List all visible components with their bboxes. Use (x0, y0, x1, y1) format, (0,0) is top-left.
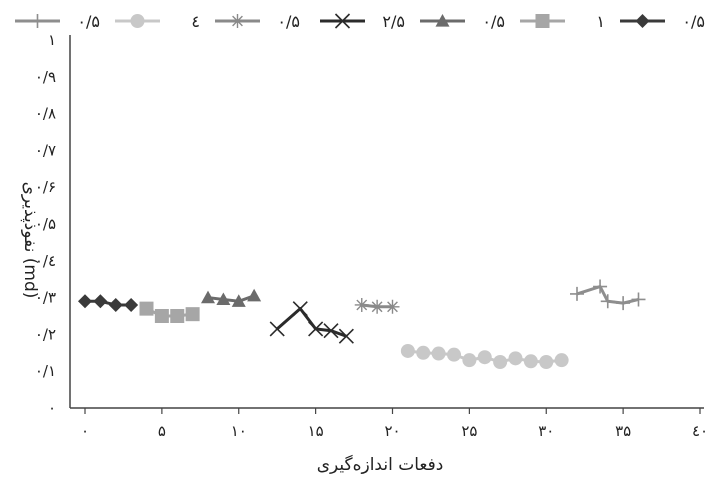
x-axis-title: دفعات اندازه‌گیری (317, 454, 444, 475)
series-layer (78, 279, 646, 369)
legend-item: ۰/۵ (420, 12, 505, 31)
x-tick-label: ۵ (158, 422, 166, 440)
data-point (616, 296, 631, 311)
series-3 (201, 288, 262, 307)
data-point (78, 294, 92, 309)
data-point (139, 301, 154, 316)
data-point (354, 297, 369, 312)
x-tick-label: ۱۵ (308, 422, 324, 440)
legend-label: ۰/۵ (277, 12, 300, 31)
legend-item: ۲/۵ (320, 12, 405, 31)
data-point (323, 323, 339, 339)
legend-marker (535, 14, 550, 28)
data-point (554, 353, 569, 368)
data-point (108, 297, 123, 312)
data-point (477, 350, 492, 365)
series-2 (139, 301, 200, 323)
y-tick-label: ۰/۱ (35, 362, 56, 380)
data-point (523, 354, 538, 369)
y-axis-ticks: ۰ ۰/۱ ۰/۲ ۰/۳ ۰/٤ ۰/۵ ۰/۶ ۰/۷ ۰/۸ ۰/۹ ۱ (35, 31, 56, 417)
series-4 (269, 301, 354, 344)
data-point (631, 292, 646, 307)
legend: ۰/۵ ۱ ۰/۵ ۲/۵ ۰/۵ ٤ ۰/۵ (15, 12, 705, 31)
x-tick-label: ۰ (81, 422, 89, 440)
x-tick-label: ۲۵ (461, 422, 477, 440)
data-point (508, 351, 523, 366)
data-point (385, 299, 400, 314)
x-axis-ticks: ۰ ۵ ۱۰ ۱۵ ۲۰ ۲۵ ۳۰ ۳۵ ٤۰ (81, 408, 708, 440)
legend-label: ۰/۵ (77, 12, 100, 31)
y-tick-label: ۰/۵ (35, 215, 56, 233)
series-7 (570, 279, 646, 311)
legend-label: ۰/۵ (682, 12, 705, 31)
y-axis-title: نفوذپذیری (md) (20, 182, 40, 299)
data-point (247, 288, 262, 302)
x-tick-label: ۱۰ (231, 422, 247, 440)
y-tick-label: ۰/۶ (35, 178, 56, 196)
legend-marker (334, 13, 351, 29)
legend-marker (435, 14, 450, 27)
data-point (431, 346, 446, 361)
x-tick-label: ۲۰ (384, 422, 400, 440)
data-point (600, 294, 615, 309)
data-point (400, 343, 415, 358)
series-line (207, 294, 255, 303)
data-point (185, 307, 200, 322)
data-point (338, 328, 354, 344)
legend-item: ۰/۵ (215, 12, 300, 31)
series-6 (400, 343, 569, 369)
data-point (201, 290, 215, 304)
data-point (416, 345, 431, 360)
data-point (216, 292, 231, 306)
data-point (154, 309, 169, 323)
data-point (308, 321, 324, 337)
x-tick-label: ۳۵ (615, 422, 631, 440)
legend-label: ۰/۵ (482, 12, 505, 31)
legend-item: ۰/۵ (620, 12, 705, 31)
data-point (231, 294, 246, 307)
y-tick-label: ۰/۳ (35, 289, 56, 307)
data-point (370, 299, 385, 314)
legend-label: ۲/۵ (382, 12, 405, 31)
x-tick-label: ٤۰ (692, 422, 708, 440)
series-1 (78, 294, 139, 312)
y-tick-label: ۰/٤ (35, 252, 56, 270)
y-tick-label: ۰/۸ (35, 105, 56, 123)
series-line (145, 307, 193, 318)
legend-marker (30, 14, 45, 28)
data-point (292, 301, 308, 317)
data-point (493, 355, 508, 369)
data-point (269, 321, 285, 337)
legend-label: ٤ (191, 12, 200, 31)
data-point (447, 347, 461, 362)
legend-label: ۱ (596, 12, 605, 31)
legend-marker (130, 14, 145, 28)
x-tick-label: ۳۰ (538, 422, 554, 440)
data-point (124, 297, 139, 312)
legend-item: ۰/۵ (15, 12, 100, 31)
legend-marker (230, 14, 245, 28)
data-point (570, 286, 584, 301)
legend-item: ٤ (115, 12, 200, 31)
y-tick-label: ۰ (48, 399, 56, 417)
y-tick-label: ۰/۲ (35, 325, 56, 343)
data-point (170, 309, 185, 323)
series-5 (354, 297, 400, 314)
data-point (593, 279, 608, 294)
legend-marker (635, 14, 650, 28)
series-line (85, 299, 132, 307)
data-point (93, 294, 108, 309)
y-tick-label: ۰/۷ (35, 141, 56, 159)
y-tick-label: ۱ (48, 31, 56, 49)
data-point (539, 355, 554, 369)
y-tick-label: ۰/۹ (35, 68, 56, 86)
data-point (462, 353, 477, 368)
plot-area: ۰ ۰/۱ ۰/۲ ۰/۳ ۰/٤ ۰/۵ ۰/۶ ۰/۷ ۰/۸ ۰/۹ ۱ ۰ ۵ ۱۰ ۱۵ ۲۰ ۲۵… (35, 31, 708, 440)
legend-item: ۱ (520, 12, 605, 31)
